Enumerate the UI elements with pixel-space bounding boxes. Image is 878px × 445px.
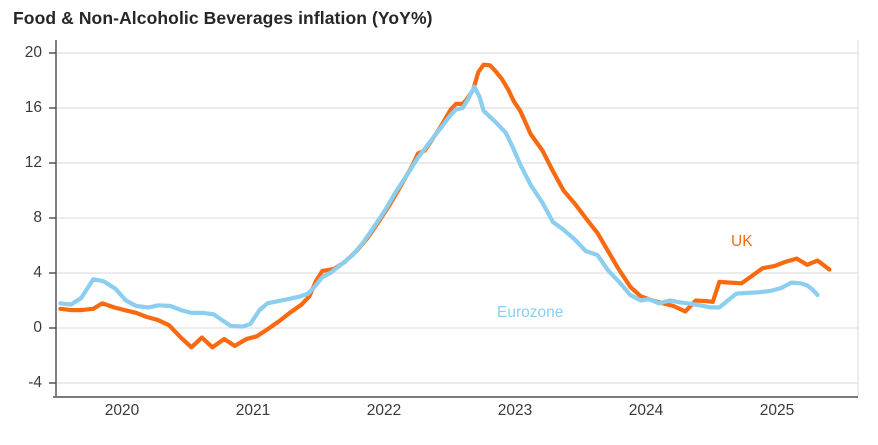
y-tick-label-4: 4 (33, 264, 42, 281)
chart-title: Food & Non-Alcoholic Beverages inflation… (13, 8, 433, 28)
x-tick-label-2022: 2022 (366, 402, 402, 419)
eurozone-series-label: Eurozone (497, 304, 564, 321)
x-tick-label-2024: 2024 (628, 402, 664, 419)
uk-series-label: UK (731, 233, 753, 250)
uk-line (58, 62, 832, 350)
x-tick-label-2020: 2020 (104, 402, 140, 419)
y-tick-label-16: 16 (24, 99, 42, 116)
y-tick-label-8: 8 (33, 209, 42, 226)
y-tick-label-20: 20 (24, 44, 42, 61)
y-tick-label-12: 12 (24, 154, 42, 171)
x-tick-label-2025: 2025 (759, 402, 795, 419)
eurozone-line (58, 84, 820, 329)
y-tick-label--4: -4 (28, 374, 42, 391)
y-tick-label-0: 0 (33, 319, 42, 336)
x-tick-label-2021: 2021 (235, 402, 271, 419)
x-tick-label-2023: 2023 (497, 402, 533, 419)
